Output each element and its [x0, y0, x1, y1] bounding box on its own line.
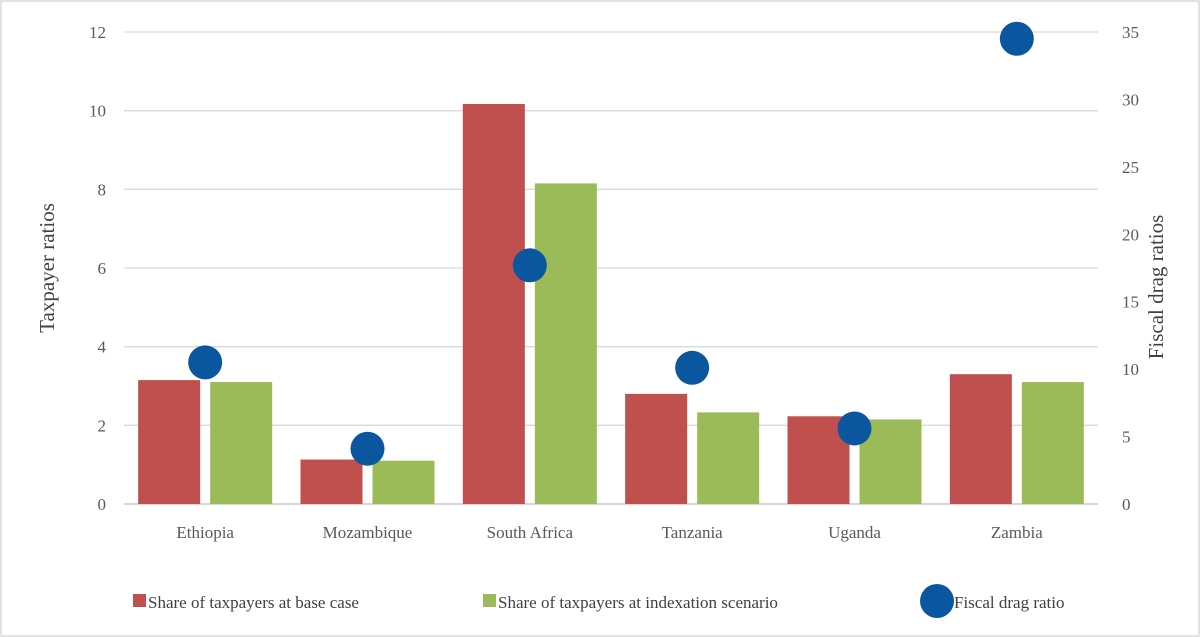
- point-fiscal-drag-zambia: [999, 21, 1034, 56]
- left-tick-label: 6: [98, 259, 107, 278]
- left-tick-label: 2: [98, 416, 107, 435]
- x-axis-ticks: Ethiopia Mozambique South Africa Tanzania Ug…: [176, 523, 1043, 542]
- bar-base-case-ethiopia: [138, 380, 201, 504]
- right-tick-label: 5: [1122, 428, 1131, 447]
- left-axis-ticks: 0 2 4 6 8 10 12: [89, 23, 107, 514]
- gridlines: [124, 31, 1098, 505]
- left-tick-label: 0: [98, 495, 107, 514]
- points: [188, 21, 1034, 466]
- left-tick-label: 10: [89, 102, 106, 121]
- bar-base-case-zambia: [949, 374, 1012, 504]
- left-tick-label: 12: [89, 23, 106, 42]
- bar-base-case-tanzania: [625, 393, 688, 504]
- legend-label: Fiscal drag ratio: [954, 593, 1064, 612]
- right-axis-ticks: 0 5 10 15 20 25 30 35: [1122, 23, 1139, 514]
- point-fiscal-drag-mozambique: [350, 431, 385, 466]
- right-axis-title: Fiscal drag ratios: [1144, 215, 1168, 360]
- x-tick-label: Mozambique: [323, 523, 413, 542]
- x-tick-label: Tanzania: [662, 523, 724, 542]
- point-fiscal-drag-uganda: [837, 411, 872, 446]
- x-tick-label: Ethiopia: [176, 523, 234, 542]
- point-fiscal-drag-tanzania: [675, 350, 710, 385]
- right-tick-label: 0: [1122, 495, 1131, 514]
- point-fiscal-drag-ethiopia: [188, 345, 223, 380]
- left-tick-label: 8: [98, 180, 107, 199]
- legend: Share of taxpayers at base case Share of …: [133, 584, 1064, 618]
- bar-base-case-south-africa: [462, 103, 525, 504]
- x-tick-label: Uganda: [828, 523, 881, 542]
- legend-swatch: [920, 584, 954, 618]
- x-tick-label: Zambia: [991, 523, 1043, 542]
- bar-indexation-ethiopia: [210, 382, 273, 504]
- legend-label: Share of taxpayers at indexation scenari…: [498, 593, 778, 612]
- legend-swatch: [133, 594, 146, 607]
- bar-base-case-mozambique: [300, 459, 363, 504]
- x-tick-label: South Africa: [487, 523, 574, 542]
- right-tick-label: 30: [1122, 90, 1139, 109]
- right-tick-label: 20: [1122, 225, 1139, 244]
- bar-indexation-mozambique: [372, 460, 435, 504]
- bar-indexation-south-africa: [534, 183, 597, 504]
- bar-indexation-zambia: [1021, 382, 1084, 504]
- legend-swatch: [483, 594, 496, 607]
- point-fiscal-drag-south-africa: [512, 248, 547, 283]
- bars: [138, 103, 1084, 504]
- right-tick-label: 25: [1122, 158, 1139, 177]
- left-tick-label: 4: [98, 338, 107, 357]
- right-tick-label: 15: [1122, 293, 1139, 312]
- legend-label: Share of taxpayers at base case: [148, 593, 359, 612]
- bar-indexation-tanzania: [697, 412, 760, 504]
- left-axis-title: Taxpayer ratios: [35, 203, 59, 333]
- right-tick-label: 10: [1122, 360, 1139, 379]
- right-tick-label: 35: [1122, 23, 1139, 42]
